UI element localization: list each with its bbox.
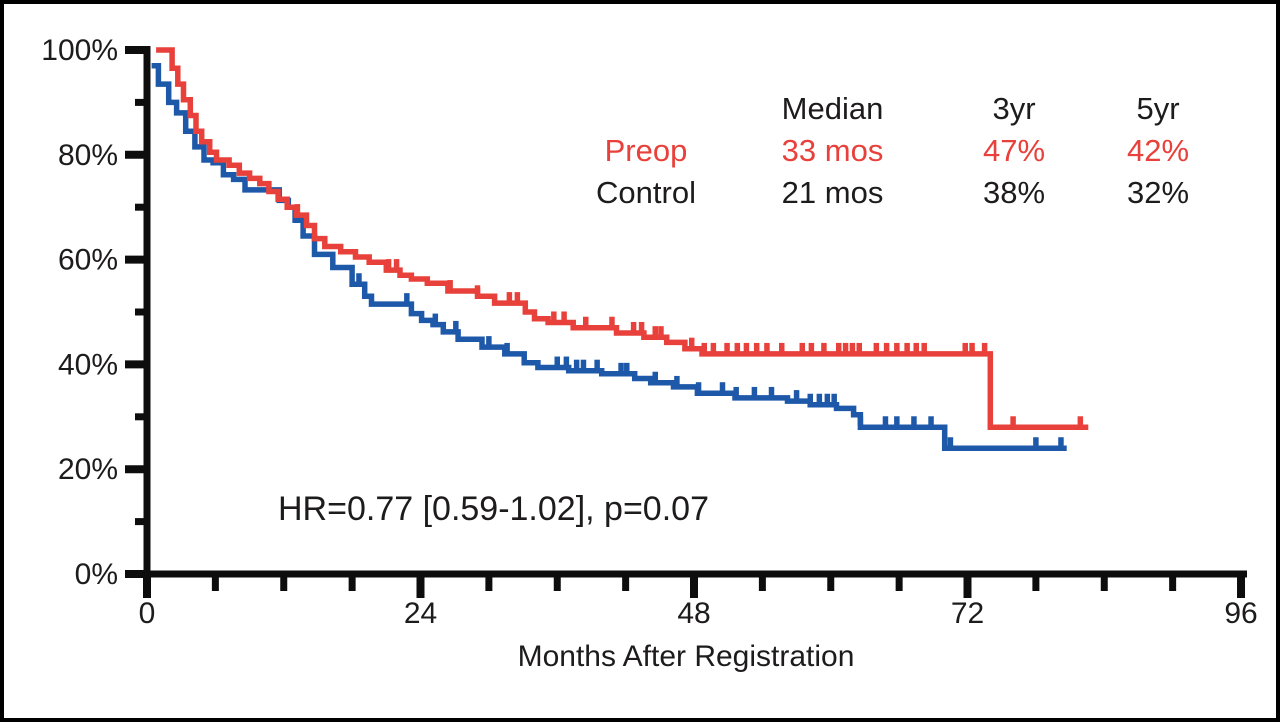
series-label-preop: Preop [604, 133, 688, 168]
preop-3yr-value: 47% [982, 133, 1046, 168]
control-5yr-value: 32% [1126, 175, 1190, 210]
summary-table: Median 3yr 5yr Preop 33 mos 47% 42% Cont… [562, 88, 1223, 214]
y-tick-label: 40% [58, 348, 118, 381]
col-header-5yr: 5yr [1136, 91, 1180, 126]
x-tick-label: 0 [139, 597, 156, 630]
x-tick-label: 72 [951, 597, 984, 630]
x-tick-label: 48 [677, 597, 710, 630]
preop-5yr-value: 42% [1126, 133, 1190, 168]
y-tick-label: 20% [58, 453, 118, 486]
preop-median-value: 33 mos [781, 133, 884, 168]
y-tick-label: 0% [75, 558, 118, 591]
col-header-median: Median [781, 91, 884, 126]
col-header-blank [562, 88, 730, 130]
control-median-value: 21 mos [781, 175, 884, 210]
survival-curve-preop [156, 47, 1089, 431]
x-tick-label: 96 [1224, 597, 1257, 630]
control-3yr-value: 38% [982, 175, 1046, 210]
y-tick-label: 80% [58, 139, 118, 172]
km-plot-canvas: 0% 20% 40% 60% 80% 100% 0 24 48 72 96 [41, 34, 1257, 630]
y-tick-label: 60% [58, 244, 118, 277]
x-tick-label: 24 [404, 597, 437, 630]
col-header-3yr: 3yr [992, 91, 1036, 126]
y-tick-label: 100% [41, 34, 118, 67]
series-label-control: Control [596, 175, 696, 210]
hr-annotation: HR=0.77 [0.59-1.02], p=0.07 [278, 490, 709, 528]
x-axis-title: Months After Registration [517, 640, 855, 673]
